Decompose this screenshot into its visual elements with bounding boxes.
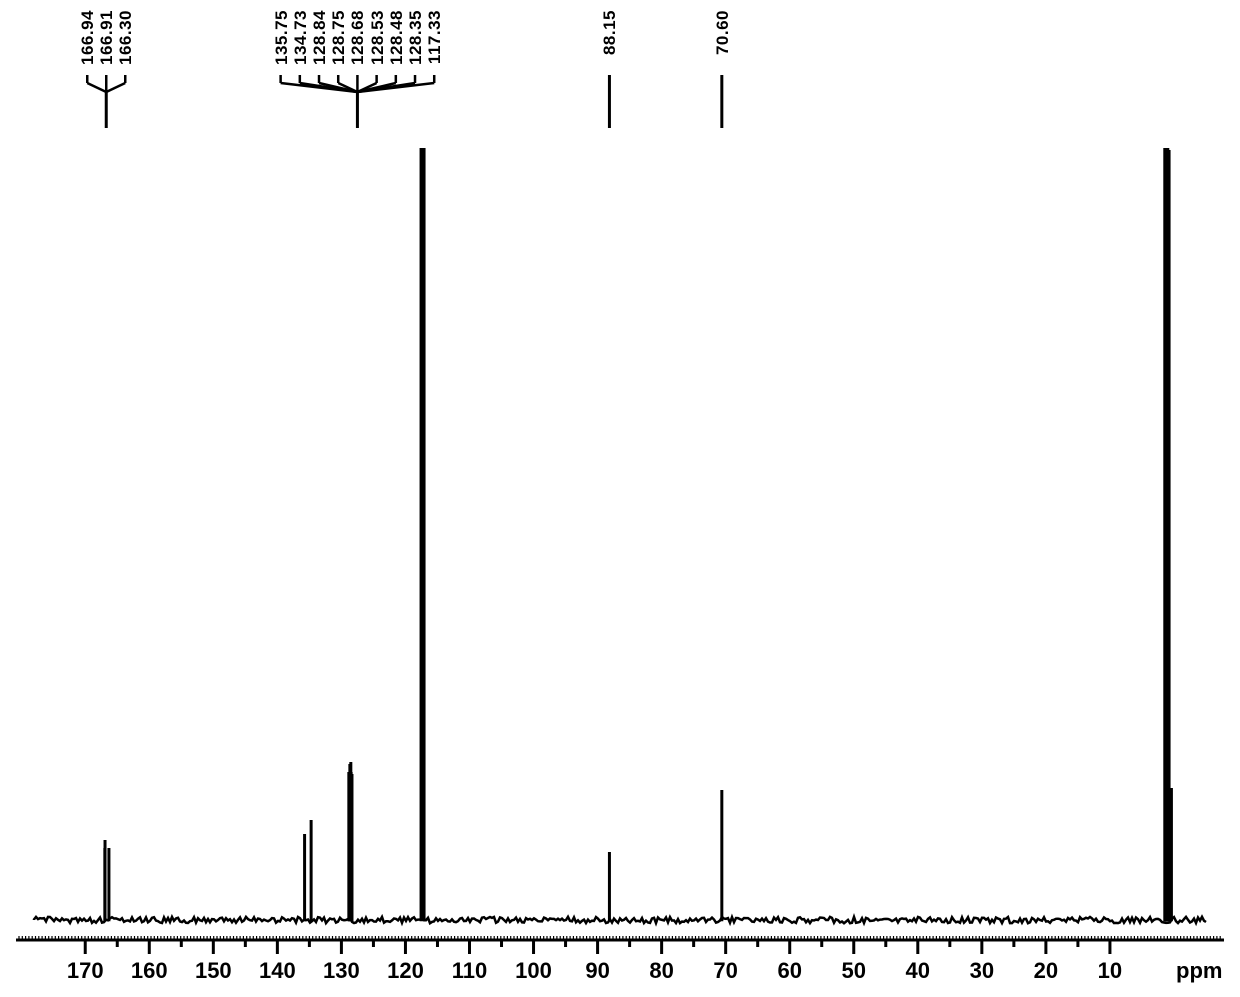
- axis-unit-label: ppm: [1176, 958, 1222, 984]
- axis-tick-label: 10: [1098, 958, 1122, 984]
- axis-tick-label: 110: [452, 958, 488, 984]
- peak-ppm-label: 166.94: [78, 10, 98, 65]
- axis-tick-label: 150: [195, 958, 232, 984]
- nmr-spectrum-figure: 166.94166.91166.30135.75134.73128.84128.…: [0, 0, 1240, 997]
- peak-ppm-label: 70.60: [713, 10, 733, 55]
- peak-ppm-label: 128.68: [348, 10, 368, 65]
- axis-tick-label: 90: [585, 958, 609, 984]
- peak-ppm-label: 88.15: [600, 10, 620, 55]
- peak-ppm-label: 128.48: [387, 10, 407, 65]
- peak-ppm-label: 117.33: [425, 10, 445, 64]
- peak-ppm-label: 166.91: [97, 10, 117, 65]
- peak-ppm-label: 134.73: [291, 10, 311, 65]
- axis-tick-label: 100: [515, 958, 552, 984]
- axis-tick-label: 170: [67, 958, 104, 984]
- axis-tick-label: 40: [906, 958, 930, 984]
- peak-ppm-label: 128.75: [329, 10, 349, 65]
- axis-tick-label: 120: [387, 958, 424, 984]
- axis-tick-label: 60: [777, 958, 801, 984]
- peak-ppm-label: 128.53: [368, 10, 388, 65]
- axis-tick-label: 30: [970, 958, 994, 984]
- axis-tick-label: 20: [1034, 958, 1058, 984]
- peak-ppm-label: 166.30: [116, 10, 136, 65]
- peak-ppm-label: 135.75: [272, 10, 292, 65]
- axis-tick-label: 80: [649, 958, 673, 984]
- peak-ppm-label: 128.84: [310, 10, 330, 65]
- spectrum-svg: [0, 0, 1240, 997]
- axis-tick-label: 140: [259, 958, 296, 984]
- axis-tick-label: 50: [842, 958, 866, 984]
- axis-tick-label: 70: [713, 958, 737, 984]
- axis-tick-label: 130: [323, 958, 360, 984]
- axis-tick-label: 160: [131, 958, 168, 984]
- peak-ppm-label: 128.35: [406, 10, 426, 65]
